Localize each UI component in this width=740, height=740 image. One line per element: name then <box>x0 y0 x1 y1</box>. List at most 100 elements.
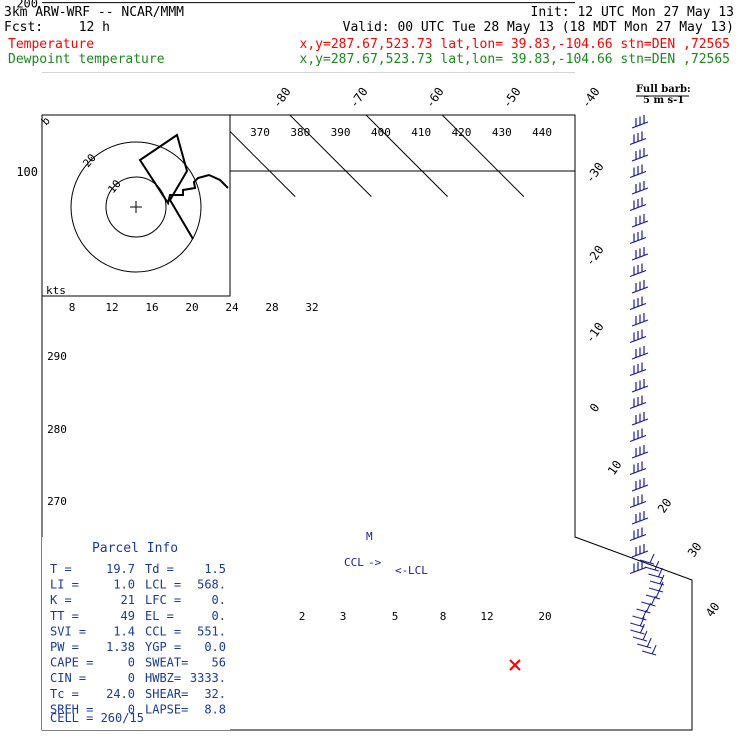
parcel-value-left: 1.0 <box>113 578 135 592</box>
parcel-value-left: 21 <box>121 593 135 607</box>
theta-e-label-420: 420 <box>452 126 472 139</box>
parcel-value-left: 0 <box>128 656 135 670</box>
hodograph-inset: 10 20 kts b <box>39 114 231 297</box>
theta-e-label-380: 380 <box>290 126 310 139</box>
speed-scale-label-8: 8 <box>69 301 76 314</box>
parcel-key-left: CIN = <box>50 671 86 685</box>
barb-shaft <box>644 566 659 572</box>
dewpoint-legend-info: x,y=287.67,523.73 lat,lon= 39.83,-104.66… <box>300 52 730 67</box>
parcel-key-right: LFC = <box>145 593 181 607</box>
wind-barb <box>631 214 649 228</box>
parcel-key-left: PW = <box>50 640 79 654</box>
wind-barb-low <box>641 595 656 607</box>
barb-flag <box>651 644 657 655</box>
valid-time: Valid: 00 UTC Tue 28 May 13 (18 MDT Mon … <box>343 20 734 35</box>
wind-barb <box>631 478 649 492</box>
fcst-value: 12 h <box>79 20 110 35</box>
barb-shaft <box>641 601 656 607</box>
isotherm-label-30: 30 <box>685 540 705 560</box>
barb-flag <box>646 637 652 648</box>
wind-barb <box>631 148 649 162</box>
isotherm-label-40: 40 <box>703 600 723 620</box>
wind-barb <box>631 346 649 360</box>
ccl-label: CCL <box>344 556 364 569</box>
wind-barb <box>631 379 649 393</box>
parcel-value-left: 0 <box>128 671 135 685</box>
wind-barb <box>631 445 649 459</box>
parcel-key-left: Tc = <box>50 687 79 701</box>
speed-scale-label-28: 28 <box>265 301 278 314</box>
parcel-info-background <box>42 537 230 730</box>
parcel-key-left: LI = <box>50 578 79 592</box>
theta-e-label-400: 400 <box>371 126 391 139</box>
pressure-axis: 1002003004005006007008009001000 <box>16 0 38 179</box>
isotherm-label--80: -80 <box>270 85 294 111</box>
barb-shaft <box>630 622 645 628</box>
wind-barb <box>631 181 649 195</box>
wind-barb <box>629 395 647 410</box>
parcel-key-right: SHEAR= <box>145 687 188 701</box>
barb-flag <box>655 588 661 599</box>
wind-barb <box>629 296 647 311</box>
wind-barb <box>629 494 647 509</box>
barb-shaft <box>632 636 648 642</box>
temperature-legend-label: Temperature <box>8 37 94 52</box>
barb-shaft <box>632 615 647 621</box>
mixing-ratio-label-8: 8 <box>440 610 447 623</box>
parcel-value-left: 19.7 <box>106 562 135 576</box>
hodograph-speed-unit: kts <box>46 284 66 297</box>
theta-e-label-370: 370 <box>250 126 270 139</box>
wind-barb <box>629 527 647 542</box>
barb-shaft <box>630 629 645 635</box>
wind-barb <box>631 313 649 327</box>
barb-shaft <box>648 587 664 593</box>
isotherm-label--40: -40 <box>579 85 603 111</box>
wind-barb <box>629 164 647 179</box>
barb-flag <box>659 574 665 585</box>
parcel-value-right: 32. <box>204 687 226 701</box>
parcel-markers: CCL -> <- LCL M <box>344 530 521 671</box>
wind-barb-low <box>632 630 648 642</box>
mixing-ratio-label-20: 20 <box>538 610 551 623</box>
theta-label-280: 280 <box>47 423 67 436</box>
parcel-value-right: 0.0 <box>204 640 226 654</box>
wind-barbs <box>629 115 665 656</box>
wind-barb-low <box>644 560 660 572</box>
barb-shaft <box>639 559 655 565</box>
parcel-key-right: SWEAT= <box>145 656 188 670</box>
parcel-key-right: CCL = <box>145 624 181 638</box>
isotherm-label--50: -50 <box>500 85 524 111</box>
parcel-key-right: HWBZ= <box>145 671 181 685</box>
parcel-value-right: 568. <box>197 578 226 592</box>
isotherm-label-10: 10 <box>605 458 625 478</box>
isotherm-label-0: 0 <box>587 401 603 415</box>
barb-flag <box>646 602 651 613</box>
hodograph-ring-outer <box>70 141 202 273</box>
speed-scale-label-20: 20 <box>185 301 198 314</box>
parcel-value-right: 551. <box>197 624 226 638</box>
fcst-label: Fcst: <box>4 20 43 35</box>
parcel-key-left: SREH = <box>50 702 93 716</box>
parcel-key-left: SVI = <box>50 624 86 638</box>
parcel-value-right: 3333. <box>190 671 226 685</box>
lcl-label: LCL <box>408 564 428 577</box>
parcel-value-right: 8.8 <box>204 702 226 716</box>
parcel-key-left: CAPE = <box>50 656 93 670</box>
wind-barb-low <box>630 623 645 635</box>
wind-barb <box>631 511 649 525</box>
theta-e-label-440: 440 <box>532 126 552 139</box>
barb-shaft <box>642 650 657 656</box>
wind-barb <box>629 329 647 344</box>
parcel-value-left: 1.38 <box>106 640 135 654</box>
barb-flag <box>641 609 647 620</box>
wind-barb <box>631 280 649 294</box>
isotherm-label--60: -60 <box>423 85 447 111</box>
mixing-ratio-label-12: 12 <box>480 610 493 623</box>
lcl-arrow: <- <box>395 564 408 577</box>
wind-barb-low <box>639 553 655 565</box>
parcel-key-left: K = <box>50 593 72 607</box>
theta-e-label-390: 390 <box>331 126 351 139</box>
barb-flag <box>650 595 656 606</box>
speed-scale-label-12: 12 <box>105 301 118 314</box>
